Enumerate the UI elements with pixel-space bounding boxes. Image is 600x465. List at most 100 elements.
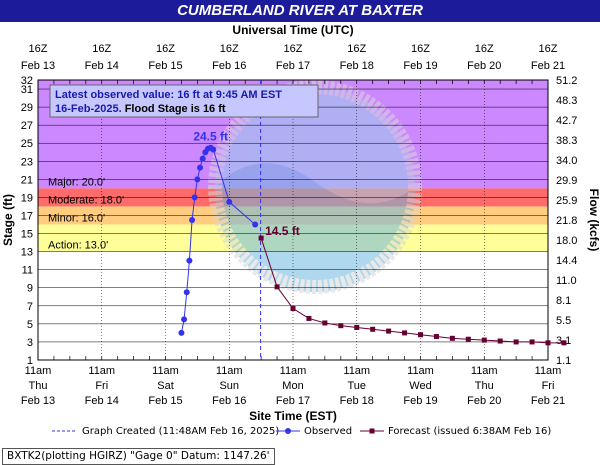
y-tick-label: 7 (27, 301, 33, 313)
x-bottom-tick-date: Feb 15 (148, 395, 182, 407)
x-bottom-tick-day: Wed (409, 380, 431, 392)
y-tick-label: 25 (21, 138, 33, 150)
y-tick-label: 11 (22, 265, 33, 277)
x-bottom-tick-time: 11am (535, 365, 562, 377)
y-tick-label: 31 (21, 84, 33, 96)
latest-observation-line1: Latest observed value: 16 ft at 9:45 AM … (55, 89, 282, 101)
x-top-tick-date: Feb 18 (340, 60, 374, 72)
observed-point (194, 176, 201, 183)
y-tick-label: 17 (21, 210, 33, 222)
observed-point (210, 146, 217, 153)
forecast-point (465, 336, 471, 342)
y-tick-label: 23 (21, 156, 33, 168)
forecast-point (402, 330, 408, 336)
x-bottom-tick-time: 11am (152, 365, 179, 377)
x-bottom-tick-day: Thu (29, 380, 48, 392)
observed-point (181, 316, 188, 323)
x-top-tick-date: Feb 15 (148, 60, 182, 72)
x-top-tick-date: Feb 17 (276, 60, 310, 72)
x-bottom-tick-date: Feb 20 (467, 395, 501, 407)
x-bottom-tick-time: 11am (216, 365, 243, 377)
y-tick-label: 21 (21, 174, 33, 186)
y-right-tick-label: 18.0 (556, 235, 577, 247)
forecast-point (322, 320, 328, 326)
forecast-point (529, 339, 535, 345)
forecast-point (258, 235, 264, 241)
x-top-tick-date: Feb 19 (403, 60, 437, 72)
x-top-tick-time: 16Z (539, 43, 558, 55)
x-top-tick-time: 16Z (347, 43, 366, 55)
x-top-tick-time: 16Z (475, 43, 494, 55)
x-bottom-tick-time: 11am (280, 365, 307, 377)
flood-category-label: Action: 13.0' (48, 240, 108, 252)
y-tick-label: 29 (21, 102, 33, 114)
forecast-point (561, 340, 567, 346)
y-right-tick-label: 25.9 (556, 195, 577, 207)
forecast-point (449, 335, 455, 341)
legend-graph-created-label: Graph Created (11:48AM Feb 16, 2025) (82, 426, 279, 437)
flood-category-label: Major: 20.0' (48, 176, 105, 188)
x-bottom-tick-time: 11am (407, 365, 434, 377)
x-axis-top: 16Z Feb 13 16Z Feb 14 16Z Feb 15 16Z Feb 16 16Z F… (21, 43, 565, 72)
flood-category-labels: Major: 20.0' Moderate: 18.0' Minor: 16.0' A… (48, 176, 124, 251)
observed-point (189, 217, 196, 223)
x-top-tick-time: 16Z (92, 43, 111, 55)
legend-forecast-marker (369, 428, 375, 434)
x-bottom-tick-date: Feb 21 (531, 395, 565, 407)
legend-forecast-label: Forecast (issued 6:38AM Feb 16) (388, 426, 551, 437)
y-right-tick-label: 14.4 (556, 255, 577, 267)
forecast-point (290, 306, 296, 312)
y-right-tick-label: 11.0 (556, 275, 577, 287)
forecast-point (354, 324, 360, 330)
forecast-point (418, 332, 423, 338)
y-axis-label-right: Flow (kcfs) (587, 189, 600, 252)
point-labels: 24.5 ft 14.5 ft (193, 130, 300, 238)
x-top-tick-date: Feb 16 (212, 60, 246, 72)
flood-category-label: Minor: 16.0' (48, 213, 105, 225)
x-bottom-tick-day: Fri (542, 380, 555, 392)
x-bottom-tick-day: Sat (157, 380, 174, 392)
x-bottom-tick-time: 11am (471, 365, 498, 377)
y-right-tick-label: 8.1 (556, 295, 571, 307)
forecast-point (433, 334, 439, 340)
x-bottom-tick-date: Feb 18 (340, 395, 374, 407)
forecast-point (274, 284, 280, 290)
y-tick-label: 32 (21, 75, 33, 87)
y-tick-label: 19 (21, 192, 33, 204)
observed-point (178, 329, 185, 336)
latest-observation-flood-stage: Flood Stage is 16 ft (122, 103, 226, 115)
x-top-tick-date: Feb 20 (467, 60, 501, 72)
plot-frame (37, 79, 549, 361)
x-bottom-tick-day: Thu (475, 380, 494, 392)
x-top-tick-date: Feb 14 (85, 60, 119, 72)
y-right-tick-label: 1.1 (556, 355, 571, 367)
observed-point (197, 164, 204, 171)
x-top-tick-time: 16Z (411, 43, 430, 55)
x-bottom-tick-day: Sun (219, 380, 239, 392)
y-right-tick-label: 42.7 (556, 115, 577, 127)
x-bottom-tick-time: 11am (343, 365, 370, 377)
y-tick-label: 1 (27, 355, 33, 367)
x-bottom-tick-day: Tue (347, 380, 366, 392)
x-bottom-tick-date: Feb 19 (403, 395, 437, 407)
forecast-start-label: 14.5 ft (265, 224, 300, 238)
x-top-tick-date: Feb 13 (21, 60, 55, 72)
y-right-tick-label: 38.3 (556, 135, 577, 147)
y-right-tick-label: 5.5 (556, 315, 571, 327)
x-top-tick-time: 16Z (220, 43, 239, 55)
observed-point (186, 257, 193, 264)
footer: BXTK2(plotting HGIRZ) "Gage 0" Datum: 11… (0, 447, 600, 465)
forecast-point (513, 339, 519, 345)
forecast-point (306, 315, 312, 321)
y-tick-label: 5 (27, 319, 33, 331)
observed-series (178, 144, 259, 336)
x-bottom-tick-date: Feb 13 (21, 395, 55, 407)
forecast-point (481, 337, 487, 343)
forecast-point (370, 326, 376, 332)
y-tick-label: 3 (27, 337, 33, 349)
forecast-series (258, 235, 567, 346)
x-top-tick-time: 16Z (156, 43, 175, 55)
legend-observed-label: Observed (304, 426, 352, 437)
x-axis-bottom: 11am Thu Feb 13 11am Fri Feb 14 11am Sat Feb 15 1… (21, 365, 565, 407)
